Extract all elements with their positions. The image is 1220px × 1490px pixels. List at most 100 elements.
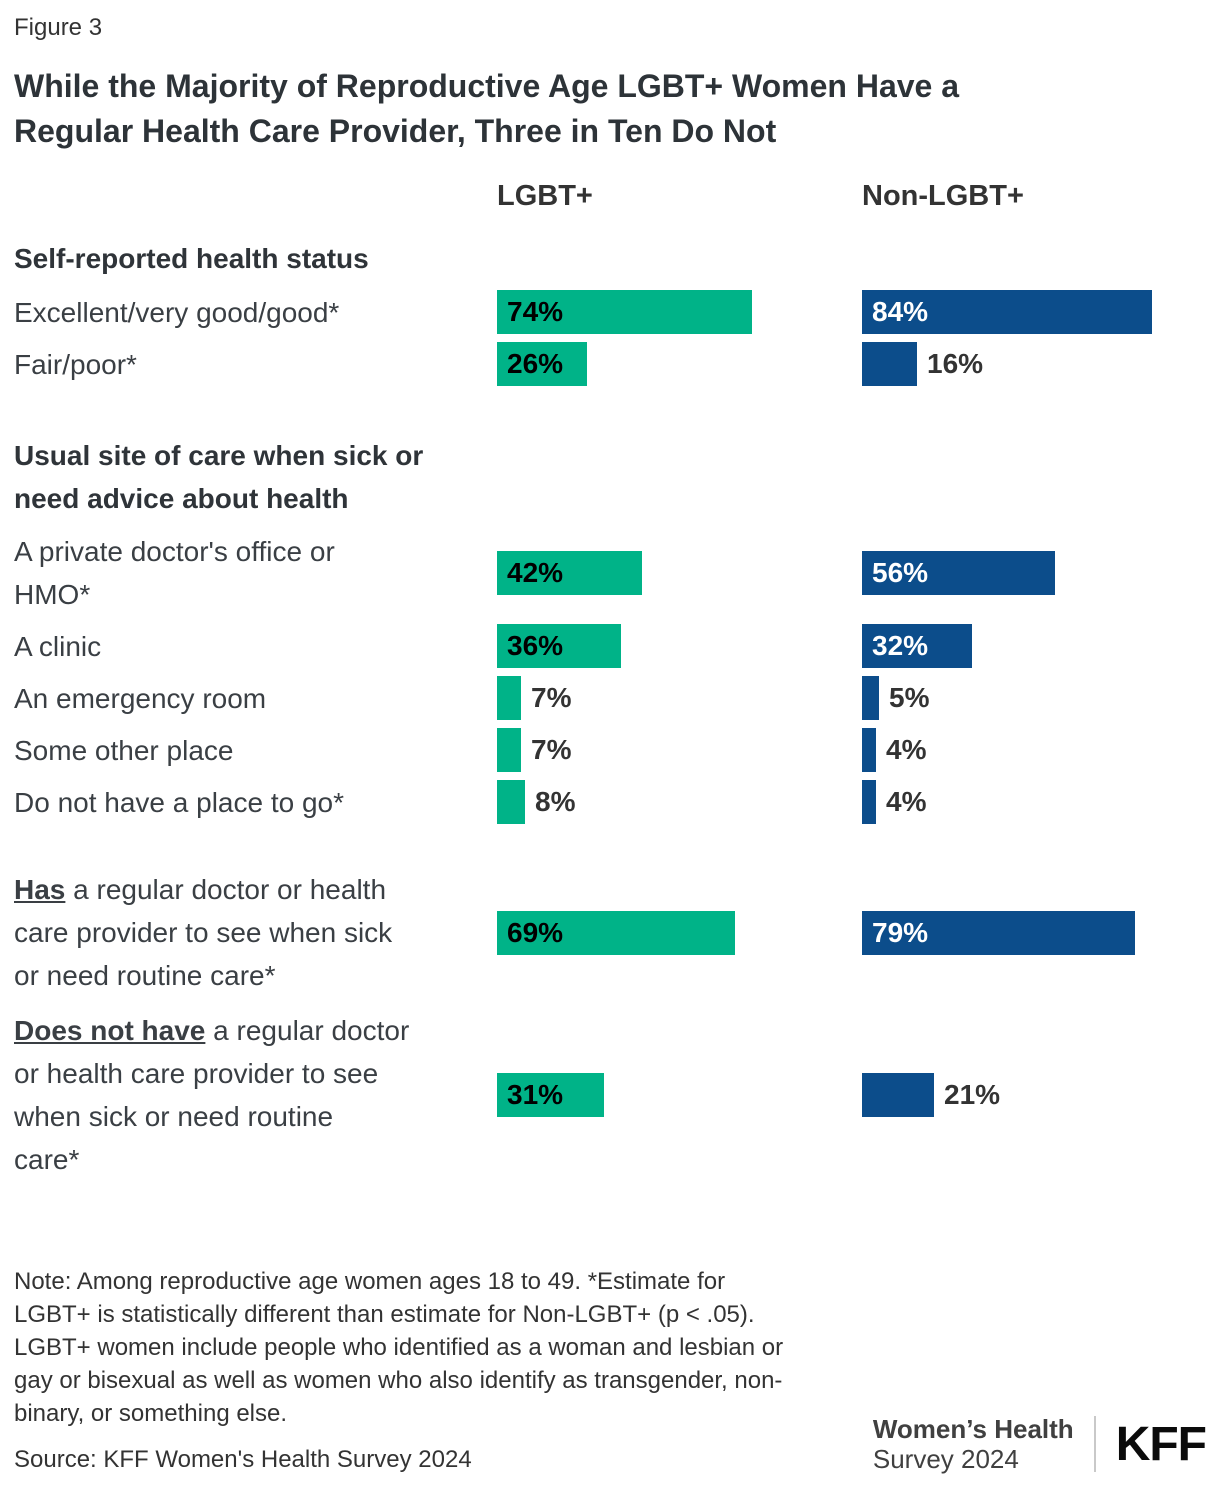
bar-value-label: 69%: [507, 916, 564, 948]
chart-section: Self-reported health status Excellent/ver…: [14, 237, 1206, 386]
bar-cell-lgbt: 31%: [497, 1073, 862, 1117]
chart-row: Does not have a regular doctor or health …: [14, 1009, 1206, 1181]
bar-value-label: 21%: [944, 1079, 1001, 1110]
bar-non-lgbt: [862, 728, 876, 772]
note-and-source: Note: Among reproductive age women ages …: [14, 1265, 783, 1476]
chart-row: A clinic 36% 32%: [14, 624, 1206, 668]
bar-lgbt: [497, 728, 521, 772]
column-header-non-lgbt: Non-LGBT+: [862, 180, 1024, 212]
column-header-lgbt: LGBT+: [497, 180, 593, 212]
chart-row: Excellent/very good/good* 74% 84%: [14, 290, 1206, 334]
section-header: Usual site of care when sick or need advi…: [14, 440, 424, 514]
brand-block: Women’s Health Survey 2024 KFF: [873, 1414, 1207, 1476]
chart-row: A private doctor's office or HMO* 42% 56%: [14, 530, 1206, 616]
column-header-spacer: [14, 180, 497, 213]
bar-value-label: 42%: [507, 557, 564, 588]
bar-lgbt: [497, 676, 521, 720]
section-header: Self-reported health status: [14, 243, 369, 274]
note-line: Note: Among reproductive age women ages …: [14, 1268, 726, 1295]
footer-band: Note: Among reproductive age women ages …: [14, 1265, 1207, 1476]
bar-cell-lgbt: 74%: [497, 290, 862, 334]
bar-value-label: 5%: [889, 682, 930, 713]
bar-value-label: 79%: [872, 916, 929, 948]
bar-cell-lgbt: 8%: [497, 780, 862, 824]
bar-cell-non-lgbt: 5%: [862, 676, 1206, 720]
bar-non-lgbt: [862, 676, 879, 720]
bar-lgbt: 26%: [497, 342, 587, 386]
bar-value-label: 32%: [872, 630, 929, 661]
bar-value-label: 56%: [872, 557, 929, 588]
bar-cell-non-lgbt: 4%: [862, 780, 1206, 824]
bar-lgbt: 36%: [497, 624, 621, 668]
bar-value-label: 31%: [507, 1079, 564, 1110]
bar-non-lgbt: [862, 1073, 934, 1117]
row-label: A private doctor's office or HMO*: [14, 536, 335, 610]
bar-value-label: 8%: [535, 786, 576, 817]
row-label: Excellent/very good/good*: [14, 296, 340, 328]
bar-non-lgbt: 84%: [862, 290, 1152, 334]
bar-non-lgbt: 32%: [862, 624, 972, 668]
row-label-emphasis: Has: [14, 874, 66, 905]
bar-cell-lgbt: 69%: [497, 910, 862, 955]
bar-cell-non-lgbt: 16%: [862, 342, 1206, 386]
chart-body: Self-reported health status Excellent/ver…: [14, 213, 1206, 1181]
bar-value-label: 7%: [531, 734, 572, 765]
program-line-2: Survey 2024: [872, 1444, 1019, 1474]
brand-divider: [1093, 1416, 1096, 1472]
row-label: Has a regular doctor or health care provi…: [14, 874, 393, 991]
bar-lgbt: 31%: [497, 1073, 604, 1117]
bar-value-label: 84%: [872, 296, 929, 327]
bar-cell-lgbt: 7%: [497, 728, 862, 772]
chart-title: While the Majority of Reproductive Age L…: [14, 64, 1206, 154]
bar-value-label: 26%: [507, 348, 564, 379]
bar-value-label: 74%: [507, 296, 564, 327]
row-label: Do not have a place to go*: [14, 786, 345, 818]
bar-cell-lgbt: 26%: [497, 342, 862, 386]
column-headers: LGBT+ Non-LGBT+: [14, 180, 1206, 213]
bar-cell-non-lgbt: 21%: [862, 1073, 1206, 1117]
kff-logo: KFF: [1115, 1417, 1207, 1471]
chart-row: Some other place 7% 4%: [14, 728, 1206, 772]
row-label: Fair/poor*: [14, 348, 137, 380]
note-line: binary, or something else.: [14, 1400, 288, 1427]
chart-section: Has a regular doctor or health care provi…: [14, 868, 1206, 1181]
bar-lgbt: [497, 780, 525, 824]
note-line: LGBT+ women include people who identifie…: [14, 1334, 784, 1361]
chart-row: An emergency room 7% 5%: [14, 676, 1206, 720]
figure-label: Figure 3: [14, 14, 103, 41]
row-label-emphasis: Does not have: [14, 1015, 206, 1046]
row-label: An emergency room: [14, 682, 267, 714]
bar-cell-non-lgbt: 56%: [862, 551, 1206, 595]
note-text: Note: Among reproductive age women ages …: [14, 1265, 783, 1430]
bar-cell-non-lgbt: 4%: [862, 728, 1206, 772]
chart-title-line-2: Regular Health Care Provider, Three in T…: [14, 113, 777, 149]
bar-cell-lgbt: 36%: [497, 624, 862, 668]
row-label: Does not have a regular doctor or health …: [14, 1015, 410, 1175]
bar-value-label: 16%: [927, 348, 984, 379]
row-label: A clinic: [14, 630, 102, 662]
bar-lgbt: 69%: [497, 910, 735, 955]
chart-row: Do not have a place to go* 8% 4%: [14, 780, 1206, 824]
bar-cell-non-lgbt: 84%: [862, 290, 1206, 334]
program-name: Women’s Health Survey 2024: [873, 1414, 1074, 1474]
source-text: Source: KFF Women's Health Survey 2024: [14, 1446, 472, 1473]
bar-lgbt: 42%: [497, 551, 642, 595]
chart-row: Has a regular doctor or health care provi…: [14, 868, 1206, 997]
bar-value-label: 7%: [531, 682, 572, 713]
bar-non-lgbt: [862, 342, 917, 386]
chart-section: Usual site of care when sick or need advi…: [14, 434, 1206, 824]
row-label: Some other place: [14, 734, 234, 766]
chart-row: Fair/poor* 26% 16%: [14, 342, 1206, 386]
bar-cell-lgbt: 7%: [497, 676, 862, 720]
chart-title-line-1: While the Majority of Reproductive Age L…: [14, 68, 960, 104]
bar-non-lgbt: [862, 780, 876, 824]
program-line-1: Women’s Health: [872, 1414, 1074, 1444]
bar-cell-non-lgbt: 32%: [862, 624, 1206, 668]
bar-non-lgbt: 79%: [862, 910, 1135, 955]
bar-cell-lgbt: 42%: [497, 551, 862, 595]
bar-non-lgbt: 56%: [862, 551, 1055, 595]
bar-cell-non-lgbt: 79%: [862, 910, 1206, 955]
note-line: LGBT+ is statistically different than es…: [14, 1301, 755, 1328]
bar-value-label: 36%: [507, 630, 564, 661]
